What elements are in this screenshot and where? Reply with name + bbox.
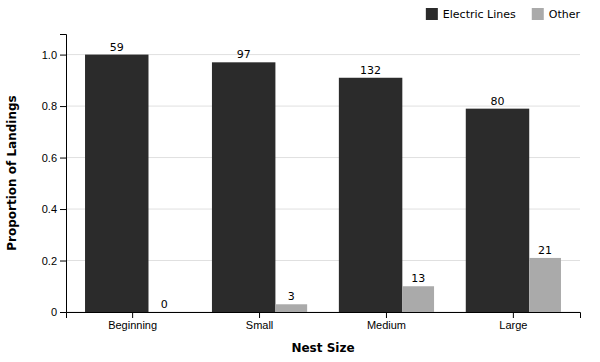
tick-label: 0.6 — [42, 152, 57, 164]
legend-item: Other — [532, 8, 581, 21]
tick: 0.6 — [42, 152, 66, 164]
bar — [212, 62, 275, 312]
tick: Large — [499, 312, 527, 331]
tick-label: 0.2 — [42, 255, 57, 267]
tick-mark — [60, 158, 66, 159]
count-label: 13 — [411, 272, 425, 285]
tick-mark — [259, 312, 260, 318]
bars — [85, 55, 561, 312]
series — [85, 55, 529, 312]
tick-label: 1.0 — [42, 49, 57, 61]
tick-mark — [513, 312, 514, 318]
axis-line — [67, 313, 581, 319]
bar — [466, 109, 529, 312]
chart: 59 97 132 80 0 3 13 21 0 0.2 0.4 0.6 0.8 1.0 Beginning… — [0, 0, 600, 362]
legend-label: Electric Lines — [443, 8, 516, 21]
tick-label: 0 — [51, 306, 57, 318]
legend-item: Electric Lines — [426, 8, 516, 21]
tick: Small — [246, 312, 274, 331]
tick: 1.0 — [42, 49, 66, 61]
legend-label: Other — [549, 8, 581, 21]
x-axis: Beginning Small Medium Large — [67, 312, 581, 331]
tick-label: Small — [246, 319, 274, 331]
grid — [66, 55, 580, 312]
count-label: 21 — [538, 244, 552, 257]
count-label: 132 — [360, 64, 381, 77]
tick-mark — [60, 106, 66, 107]
tick-mark — [60, 312, 66, 313]
legend-swatch — [532, 8, 544, 20]
y-axis: 0 0.2 0.4 0.6 0.8 1.0 — [42, 35, 67, 319]
bar — [275, 304, 307, 312]
tick: Medium — [367, 312, 406, 331]
count-label: 80 — [491, 95, 505, 108]
tick-label: Beginning — [108, 319, 157, 331]
tick-mark — [386, 312, 387, 318]
y-axis-title: Proportion of Landings — [5, 95, 19, 250]
tick-label: Large — [499, 319, 527, 331]
tick-mark — [60, 209, 66, 210]
tick-mark — [132, 312, 133, 318]
tick-label: Medium — [367, 319, 406, 331]
legend-swatch — [426, 8, 438, 20]
count-label: 0 — [161, 298, 168, 311]
tick-label: 0.8 — [42, 100, 57, 112]
tick-mark — [60, 261, 66, 262]
bar — [529, 258, 561, 312]
tick: Beginning — [108, 312, 157, 331]
tick: 0.2 — [42, 255, 66, 267]
x-axis-title: Nest Size — [291, 341, 354, 355]
bar — [148, 312, 180, 313]
tick: 0 — [51, 306, 66, 318]
tick: 0.8 — [42, 100, 66, 112]
series — [275, 258, 561, 312]
data-labels: 59 97 132 80 0 3 13 21 — [110, 41, 552, 311]
tick: 0.4 — [42, 203, 66, 215]
legend: Electric Lines Other — [426, 8, 581, 21]
count-label: 59 — [110, 41, 124, 54]
tick-label: 0.4 — [42, 203, 57, 215]
bar — [402, 286, 434, 312]
count-label: 3 — [288, 290, 295, 303]
count-label: 97 — [237, 48, 251, 61]
axis-line — [60, 35, 67, 313]
bar — [339, 78, 402, 312]
bar — [85, 55, 148, 312]
tick-mark — [60, 55, 66, 56]
